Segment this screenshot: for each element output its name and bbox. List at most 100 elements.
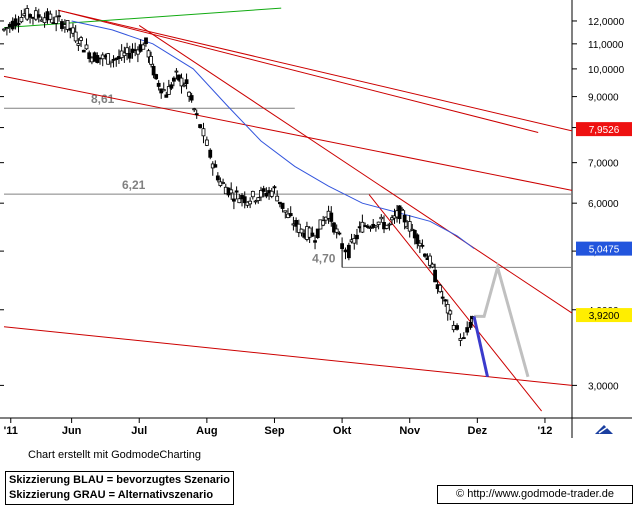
- candle-body: [360, 221, 365, 233]
- candle-body: [57, 15, 61, 18]
- support-label: 4,70: [312, 251, 336, 265]
- candle-body: [294, 220, 299, 227]
- candle-body: [73, 31, 78, 42]
- support-label: 8,61: [91, 92, 115, 106]
- candle-body: [149, 56, 153, 65]
- candle-body: [269, 190, 274, 197]
- trend-line: [3, 75, 573, 191]
- candle-body: [315, 228, 320, 238]
- candle-body: [387, 223, 392, 226]
- candle-body: [275, 195, 280, 202]
- candle-body: [337, 232, 342, 235]
- candle-body: [250, 190, 255, 198]
- candle-body: [461, 337, 466, 339]
- y-tick-label: 12,0000: [588, 17, 625, 28]
- candle-body: [127, 52, 132, 59]
- candle-body: [198, 124, 202, 128]
- candle-body: [384, 224, 389, 229]
- candle-body: [108, 60, 113, 64]
- candle-body: [144, 37, 148, 45]
- candle-body: [81, 49, 86, 53]
- candle-body: [440, 296, 445, 299]
- candle-body: [201, 128, 206, 137]
- candle-body: [169, 84, 174, 89]
- candle-body: [204, 139, 209, 146]
- candle-body: [177, 74, 181, 81]
- candle-body: [448, 310, 453, 315]
- candle-body: [166, 86, 171, 95]
- candle-body: [141, 44, 146, 50]
- price-label-text: 3,9200: [589, 311, 620, 322]
- candle-body: [343, 249, 348, 253]
- candle-body: [402, 214, 407, 223]
- candle-body: [16, 22, 21, 26]
- copyright-icon: ©: [456, 488, 465, 500]
- candle-body: [296, 223, 301, 233]
- scenario-grey-path: [474, 261, 530, 378]
- candle-body: [171, 77, 176, 82]
- candle-body: [135, 49, 140, 55]
- x-tick-label: '11: [4, 425, 18, 437]
- candle-body: [374, 225, 378, 228]
- candle-body: [146, 50, 151, 58]
- candle-body: [420, 244, 425, 247]
- candle-body: [184, 79, 189, 84]
- trend-line: [57, 9, 573, 132]
- candle-body: [334, 228, 339, 233]
- candle-body: [321, 220, 326, 226]
- candle-body: [213, 164, 218, 168]
- candle-body: [451, 324, 456, 331]
- candle-body: [242, 196, 247, 204]
- candle-body: [84, 44, 89, 50]
- candle-body: [164, 94, 169, 98]
- x-tick-label: Nov: [399, 425, 421, 437]
- scenario-blue-path: [472, 316, 489, 378]
- candle-body: [229, 189, 234, 194]
- candle-body: [192, 108, 197, 111]
- candle-body: [288, 213, 293, 217]
- source-url-box[interactable]: © http://www.godmode-trader.de: [437, 485, 633, 504]
- candle-body: [329, 212, 334, 222]
- candle-body: [468, 321, 473, 328]
- candle-body: [71, 27, 75, 34]
- candle-body: [428, 255, 432, 266]
- candle-body: [346, 244, 351, 259]
- candle-body: [79, 37, 83, 41]
- candle-body: [248, 200, 253, 205]
- candle-body: [310, 232, 315, 237]
- y-tick-label: 9,0000: [588, 93, 619, 104]
- candle-body: [376, 221, 381, 225]
- candle-body: [443, 299, 448, 302]
- candle-body: [54, 16, 59, 24]
- x-tick-label: Jun: [62, 425, 82, 437]
- candle-body: [365, 225, 370, 228]
- source-url[interactable]: http://www.godmode-trader.de: [467, 488, 614, 500]
- candle-body: [438, 284, 443, 293]
- x-tick-label: Jul: [131, 425, 147, 437]
- trend-line: [3, 326, 573, 386]
- candle-body: [87, 52, 92, 60]
- candle-body: [161, 89, 166, 92]
- candle-body: [76, 43, 81, 46]
- y-tick-label: 11,0000: [588, 40, 624, 51]
- candle-body: [455, 325, 459, 330]
- candle-body: [307, 227, 312, 238]
- price-label-box: [576, 308, 632, 323]
- candle-body: [154, 74, 159, 80]
- price-label-text: 5,0475: [589, 245, 620, 256]
- candle-body: [332, 222, 336, 233]
- chart-credit: Chart erstellt mit GodmodeCharting: [28, 449, 202, 461]
- candle-body: [19, 17, 24, 23]
- candle-body: [4, 27, 9, 29]
- candle-body: [340, 243, 344, 249]
- chart-tool-icon: [595, 425, 613, 434]
- candle-body: [122, 52, 127, 57]
- candle-body: [194, 113, 199, 116]
- candle-body: [313, 240, 317, 243]
- chart-tool-button[interactable]: [591, 420, 617, 438]
- candle-body: [412, 229, 417, 239]
- price-label-box: [576, 122, 632, 137]
- candle-body: [237, 198, 242, 204]
- candle-body: [400, 208, 405, 211]
- candle-body: [465, 327, 470, 333]
